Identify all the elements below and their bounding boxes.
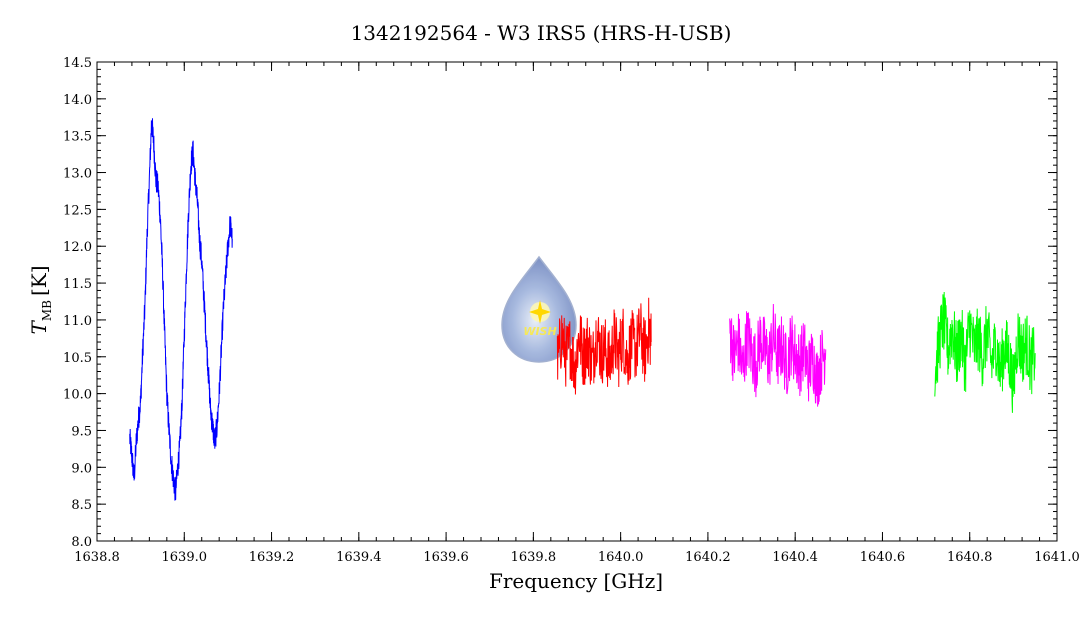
spectrum-series-3 bbox=[729, 303, 827, 407]
y-tick-label: 11.0 bbox=[63, 314, 92, 329]
y-tick-label: 14.0 bbox=[63, 93, 92, 108]
x-tick-label: 1639.8 bbox=[511, 550, 557, 565]
x-tick-label: 1638.8 bbox=[74, 550, 120, 565]
y-tick-label: 14.5 bbox=[63, 56, 92, 71]
x-tick-label: 1640.0 bbox=[598, 550, 644, 565]
y-tick-label: 13.5 bbox=[63, 130, 92, 145]
y-tick-label: 13.0 bbox=[63, 167, 92, 182]
x-tick-label: 1641.0 bbox=[1034, 550, 1080, 565]
spectrum-series-2 bbox=[556, 297, 652, 395]
y-axis-label-unit: [K] bbox=[27, 266, 51, 297]
logo-text: WISH bbox=[523, 325, 556, 338]
x-tick-label: 1640.2 bbox=[685, 550, 731, 565]
plot-frame bbox=[96, 61, 1058, 542]
x-tick-label: 1639.4 bbox=[336, 550, 382, 565]
spectrum-series-1 bbox=[129, 118, 233, 501]
y-axis-label: TMB [K] bbox=[27, 266, 54, 335]
y-axis-label-sub: MB bbox=[40, 300, 54, 321]
svg-text:TMB[K]: TMB [K] bbox=[27, 266, 54, 335]
x-tick-label: 1639.0 bbox=[162, 550, 208, 565]
x-tick-label: 1640.4 bbox=[772, 550, 818, 565]
y-tick-label: 8.5 bbox=[71, 498, 92, 513]
y-tick-label: 9.0 bbox=[71, 461, 92, 476]
y-tick-label: 11.5 bbox=[63, 277, 92, 292]
y-axis-label-main: T bbox=[27, 320, 51, 335]
y-tick-label: 12.0 bbox=[63, 240, 92, 255]
x-tick-label: 1640.6 bbox=[860, 550, 906, 565]
x-axis-label: Frequency [GHz] bbox=[489, 569, 663, 593]
chart-title: 1342192564 - W3 IRS5 (HRS-H-USB) bbox=[351, 21, 732, 45]
y-tick-label: 12.5 bbox=[63, 203, 92, 218]
y-tick-label: 10.5 bbox=[63, 351, 92, 366]
y-tick-label: 10.0 bbox=[63, 388, 92, 403]
x-tick-label: 1640.8 bbox=[947, 550, 993, 565]
x-tick-label: 1639.2 bbox=[249, 550, 295, 565]
spectrum-series-4 bbox=[934, 292, 1036, 413]
x-tick-label: 1639.6 bbox=[423, 550, 469, 565]
y-tick-label: 9.5 bbox=[71, 424, 92, 439]
y-tick-label: 8.0 bbox=[71, 535, 92, 550]
